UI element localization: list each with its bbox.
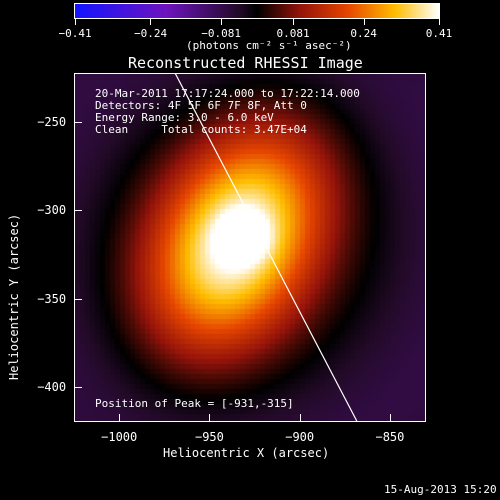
x-tick-label: −950	[194, 430, 224, 444]
y-tick-label: −350	[37, 291, 67, 306]
colorbar-tick-label: −0.081	[201, 27, 241, 40]
x-tick-label: −900	[285, 430, 315, 444]
colorbar-tick-mark	[75, 19, 76, 25]
colorbar-tick-mark	[221, 19, 223, 25]
y-tick-label: −300	[37, 203, 67, 218]
energy-range-text: Energy Range: 3.0 - 6.0 keV	[95, 111, 274, 124]
peak-position-text: Position of Peak = [-931,-315]	[95, 397, 294, 410]
x-tick-mark	[299, 414, 301, 422]
y-axis-label: Heliocentric Y (arcsec)	[7, 213, 21, 380]
x-tick-mark	[209, 414, 211, 422]
plot-area: 20-Mar-2011 17:17:24.000 to 17:22:14.000…	[74, 73, 426, 422]
colorbar-tick-mark	[363, 19, 365, 25]
x-axis-label: Heliocentric X (arcsec)	[163, 446, 330, 460]
colorbar-tick-label: −0.41	[58, 27, 92, 40]
detectors-text: Detectors: 4F 5F 6F 7F 8F, Att 0	[95, 99, 307, 112]
y-tick-mark	[74, 210, 82, 212]
y-tick-label: −400	[37, 379, 67, 394]
colorbar-tick-label: 0.081	[276, 27, 310, 40]
x-tick-label: −1000	[101, 430, 138, 444]
y-tick-mark	[74, 386, 82, 388]
chart-title: Reconstructed RHESSI Image	[128, 54, 363, 72]
x-tick-label: −850	[375, 430, 405, 444]
colorbar-tick-mark	[150, 19, 152, 25]
colorbar	[74, 3, 440, 19]
colorbar-tick-mark	[292, 19, 294, 25]
solar-limb-line	[174, 74, 358, 421]
colorbar-tick-label: 0.41	[425, 27, 453, 40]
time-range-text: 20-Mar-2011 17:17:24.000 to 17:22:14.000	[95, 87, 360, 100]
colorbar-tick-mark	[439, 19, 440, 25]
y-tick-mark	[74, 298, 82, 300]
colorbar-units-label: (photons cm⁻² s⁻¹ asec⁻²)	[186, 39, 352, 52]
y-tick-mark	[74, 122, 82, 124]
clean-counts-text: Clean Total counts: 3.47E+04	[95, 123, 307, 136]
colorbar-tick-label: 0.24	[350, 27, 377, 40]
y-tick-label: −250	[37, 115, 67, 130]
x-tick-mark	[119, 414, 121, 422]
heatmap-image	[75, 74, 425, 421]
plot-overlay	[174, 74, 358, 421]
colorbar-tick-label: −0.24	[133, 27, 168, 40]
x-tick-mark	[389, 414, 391, 422]
footer-date: 15-Aug-2013 15:20	[384, 483, 497, 496]
